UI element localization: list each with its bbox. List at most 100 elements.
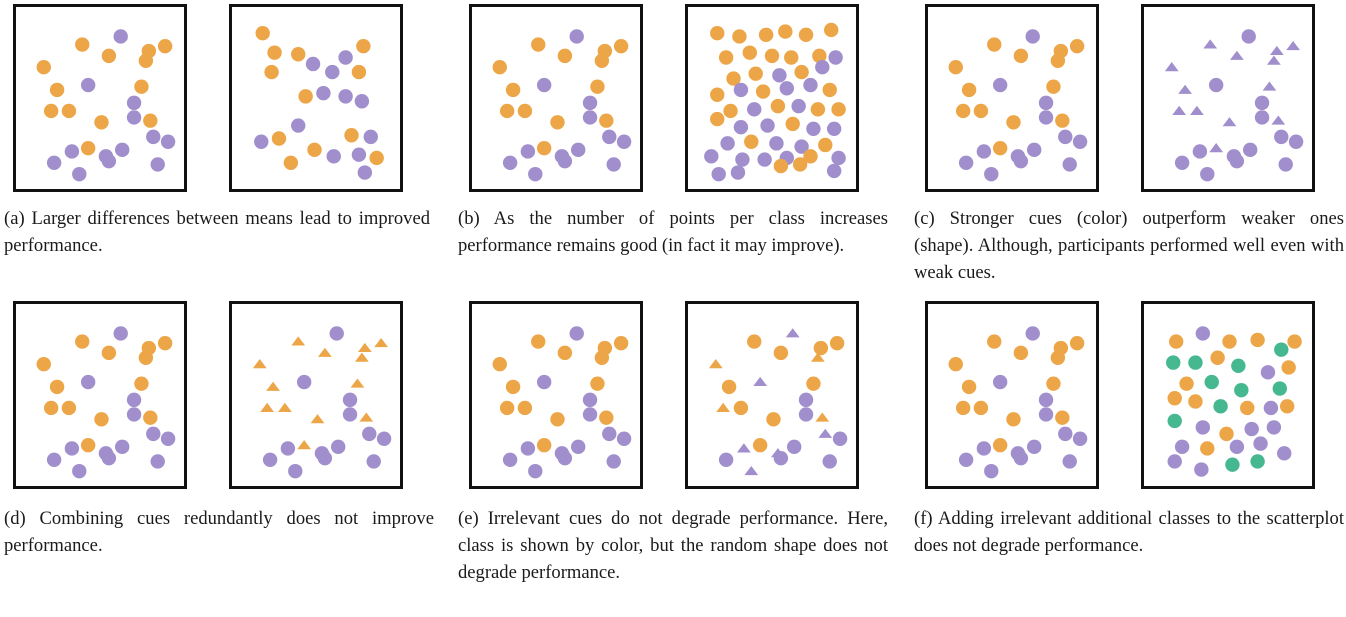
triangle-point bbox=[278, 402, 292, 412]
circle-point bbox=[126, 407, 142, 422]
circle-point bbox=[747, 334, 762, 349]
circle-point bbox=[307, 142, 322, 158]
circle-point bbox=[1213, 399, 1228, 414]
circle-point bbox=[115, 142, 130, 158]
circle-point bbox=[1062, 157, 1077, 172]
circle-point bbox=[43, 400, 59, 416]
circle-point bbox=[1195, 326, 1211, 341]
circle-point bbox=[616, 431, 632, 446]
circle-point bbox=[721, 379, 737, 395]
circle-point bbox=[138, 53, 154, 68]
scatterplot-a-1 bbox=[36, 29, 176, 182]
circle-point bbox=[351, 64, 367, 80]
circle-point bbox=[599, 113, 614, 128]
circle-point bbox=[1240, 400, 1255, 416]
circle-point bbox=[710, 87, 725, 102]
circle-point bbox=[36, 357, 51, 372]
circle-point bbox=[326, 149, 341, 164]
circle-point bbox=[528, 463, 543, 479]
circle-point bbox=[1055, 410, 1070, 425]
circle-point bbox=[126, 110, 142, 125]
circle-point bbox=[594, 53, 610, 68]
circle-point bbox=[329, 326, 344, 341]
circle-point bbox=[961, 379, 977, 395]
circle-point bbox=[1222, 334, 1237, 349]
circle-point bbox=[1250, 454, 1265, 469]
circle-point bbox=[376, 431, 392, 446]
circle-point bbox=[338, 50, 353, 65]
circle-point bbox=[758, 27, 774, 43]
circle-point bbox=[955, 103, 971, 119]
circle-point bbox=[1174, 439, 1190, 455]
circle-point bbox=[283, 155, 299, 170]
circle-point bbox=[571, 142, 586, 158]
panel-f-2 bbox=[1141, 301, 1315, 489]
circle-point bbox=[1006, 412, 1021, 427]
circle-point bbox=[948, 357, 963, 372]
circle-point bbox=[557, 153, 573, 169]
circle-point bbox=[146, 129, 161, 145]
circle-point bbox=[362, 426, 377, 442]
circle-point bbox=[517, 400, 533, 416]
circle-point bbox=[764, 48, 780, 64]
panel-a-2 bbox=[229, 4, 403, 192]
triangle-point bbox=[1172, 105, 1187, 115]
circle-point bbox=[794, 64, 809, 80]
circle-point bbox=[735, 152, 750, 167]
circle-point bbox=[157, 335, 173, 351]
circle-point bbox=[80, 374, 96, 390]
circle-point bbox=[755, 84, 771, 99]
circle-point bbox=[101, 153, 117, 169]
circle-point bbox=[772, 68, 787, 83]
circle-point bbox=[1046, 376, 1061, 391]
circle-point bbox=[1204, 374, 1219, 390]
scatterplot-e-2 bbox=[708, 328, 848, 476]
circle-point bbox=[973, 103, 989, 119]
circle-point bbox=[1200, 166, 1215, 182]
circle-point bbox=[296, 374, 312, 390]
circle-point bbox=[255, 26, 270, 41]
circle-point bbox=[254, 134, 269, 149]
circle-point bbox=[160, 431, 176, 446]
triangle-point bbox=[350, 378, 365, 388]
circle-point bbox=[1013, 345, 1029, 361]
circle-point bbox=[75, 37, 90, 52]
circle-point bbox=[1013, 48, 1029, 64]
circle-point bbox=[984, 166, 999, 182]
circle-point bbox=[291, 47, 306, 62]
circle-point bbox=[590, 79, 605, 94]
circle-point bbox=[325, 64, 340, 80]
circle-point bbox=[718, 452, 734, 467]
triangle-point bbox=[815, 412, 830, 422]
circle-point bbox=[948, 60, 963, 75]
circle-point bbox=[1244, 421, 1259, 437]
circle-point bbox=[1277, 446, 1292, 461]
triangle-point bbox=[310, 414, 325, 424]
circle-point bbox=[987, 334, 1002, 349]
circle-point bbox=[1266, 420, 1282, 435]
circle-point bbox=[752, 438, 768, 453]
circle-point bbox=[760, 118, 775, 133]
circle-point bbox=[992, 77, 1008, 93]
circle-point bbox=[344, 128, 359, 143]
circle-point bbox=[363, 129, 378, 145]
panel-a-1 bbox=[13, 4, 187, 192]
circle-point bbox=[157, 38, 173, 54]
circle-point bbox=[726, 71, 741, 86]
scatterplot-b-1 bbox=[492, 29, 632, 182]
circle-point bbox=[1280, 399, 1295, 414]
circle-point bbox=[61, 400, 77, 416]
circle-point bbox=[1192, 144, 1208, 159]
circle-point bbox=[1231, 358, 1246, 374]
circle-point bbox=[828, 50, 843, 65]
circle-point bbox=[351, 147, 367, 162]
circle-point bbox=[710, 111, 725, 127]
circle-point bbox=[582, 110, 598, 125]
circle-point bbox=[502, 155, 518, 170]
circle-point bbox=[366, 454, 381, 469]
circle-point bbox=[733, 400, 749, 416]
circle-point bbox=[1038, 407, 1054, 422]
caption-f: (f) Adding irrelevant additional classes… bbox=[914, 508, 1344, 556]
circle-point bbox=[492, 60, 507, 75]
circle-point bbox=[134, 376, 149, 391]
